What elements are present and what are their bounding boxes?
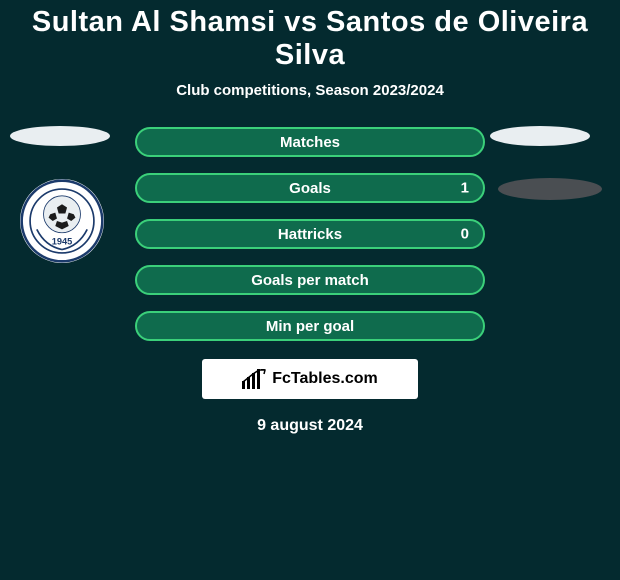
stat-bar-right-value: 0 <box>461 226 469 243</box>
stat-bar: Hattricks 0 <box>135 219 485 249</box>
stat-bar-label: Min per goal <box>266 318 354 335</box>
player-right-placeholder <box>498 178 602 200</box>
subtitle: Club competitions, Season 2023/2024 <box>0 82 620 99</box>
stat-bar-label: Goals per match <box>251 272 369 289</box>
date-label: 9 august 2024 <box>0 417 620 435</box>
stat-bar-label: Matches <box>280 134 340 151</box>
page-title: Sultan Al Shamsi vs Santos de Oliveira S… <box>0 0 620 72</box>
club-crest-icon: 1945 <box>20 179 104 263</box>
player-left-placeholder <box>10 126 110 146</box>
bar-chart-icon <box>242 369 266 389</box>
player-right-placeholder <box>490 126 590 146</box>
stat-bar-label: Hattricks <box>278 226 342 243</box>
comparison-area: 1945 Matches Goals 1 Hattricks 0 Goals per ma… <box>0 127 620 341</box>
stat-bar: Goals 1 <box>135 173 485 203</box>
stat-bar-label: Goals <box>289 180 331 197</box>
fctables-watermark: FcTables.com <box>202 359 418 399</box>
club-badge-left: 1945 <box>20 179 104 263</box>
fctables-label: FcTables.com <box>272 370 378 388</box>
stat-bar: Goals per match <box>135 265 485 295</box>
club-badge-year: 1945 <box>52 237 73 247</box>
stat-bar: Matches <box>135 127 485 157</box>
stat-bar: Min per goal <box>135 311 485 341</box>
stat-bars: Matches Goals 1 Hattricks 0 Goals per match Mi… <box>135 127 485 341</box>
stat-bar-right-value: 1 <box>461 180 469 197</box>
